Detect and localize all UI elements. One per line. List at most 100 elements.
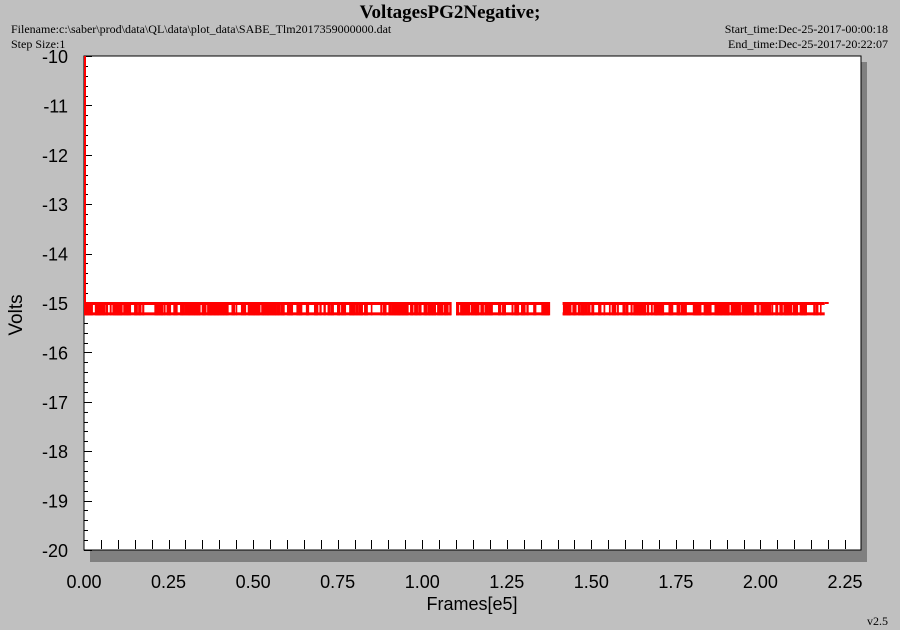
series-toggle (431, 302, 434, 316)
series-toggle (86, 302, 90, 316)
series-toggle (640, 302, 642, 316)
series-toggle (737, 302, 740, 316)
series-toggle (196, 302, 199, 316)
y-tick-label: -10 (42, 47, 68, 67)
series-toggle (481, 302, 484, 316)
series-toggle (353, 302, 356, 316)
series-toggle (166, 302, 170, 316)
x-axis-labels: 0.00 0.25 0.50 0.75 1.00 1.25 1.50 1.75 2.00 2.25 (66, 572, 862, 592)
start-time-label: Start_time:Dec-25-2017-00:00:18 (724, 22, 888, 36)
series-toggle (443, 302, 447, 316)
series-toggle (161, 302, 164, 316)
y-tick-label: -11 (43, 96, 68, 116)
series-toggle (598, 302, 602, 316)
series-toggle (650, 302, 653, 316)
x-tick-label: 0.75 (320, 572, 355, 592)
series-toggle (341, 302, 344, 316)
series-toggle (677, 302, 681, 316)
series-toggle (515, 302, 518, 316)
y-tick-label: -18 (42, 442, 68, 462)
series-toggle (243, 302, 247, 316)
series-toggle (323, 302, 326, 316)
series-toggle (709, 302, 712, 316)
series-toggle (94, 302, 98, 316)
series-toggle (282, 302, 285, 316)
x-axis-title: Frames[e5] (426, 594, 517, 614)
series-toggle (125, 302, 128, 316)
series-toggle (370, 302, 373, 316)
series-toggle (669, 302, 674, 316)
series-toggle (169, 302, 172, 316)
series-toggle (403, 302, 406, 316)
series-toggle (139, 302, 142, 316)
series-toggle (85, 302, 88, 316)
y-tick-label: -20 (42, 541, 68, 561)
series-toggle (706, 302, 709, 316)
series-toggle (788, 302, 793, 316)
series-toggle (98, 302, 101, 316)
y-tick-label: -15 (42, 294, 68, 314)
series-toggle (476, 302, 480, 316)
series-toggle (112, 302, 115, 316)
series-toggle (775, 302, 779, 316)
series-toggle (767, 302, 770, 316)
series-toggle (154, 302, 157, 316)
series-toggle (503, 302, 507, 316)
series-toggle (761, 302, 765, 316)
series-toggle (684, 302, 687, 316)
series-toggle (280, 302, 283, 316)
series-toggle (434, 302, 437, 316)
series-toggle (338, 302, 341, 316)
series-toggle (247, 302, 251, 316)
series-toggle (573, 302, 577, 316)
series-toggle (209, 302, 212, 316)
y-tick-label: -13 (42, 195, 68, 215)
series-toggle (541, 302, 545, 316)
x-tick-label: 1.00 (405, 572, 440, 592)
series-toggle (780, 302, 783, 316)
series-toggle (794, 302, 797, 316)
series-toggle (488, 302, 491, 316)
series-toggle (343, 302, 347, 316)
end-time-label: End_time:Dec-25-2017-20:22:07 (728, 37, 888, 51)
series-toggle (331, 302, 334, 316)
series-toggle (127, 302, 130, 316)
series-toggle (545, 302, 548, 316)
series-toggle (155, 302, 158, 316)
series-toggle (217, 302, 222, 316)
x-axis-ticks (101, 540, 846, 549)
series-toggle (300, 302, 303, 316)
series-toggle (142, 302, 145, 316)
series-toggle (419, 302, 422, 316)
series-toggle (257, 302, 259, 316)
series-toggle (157, 302, 161, 316)
series-toggle (801, 302, 803, 316)
x-tick-label: 0.25 (151, 572, 186, 592)
series-toggle (288, 302, 291, 316)
series-toggle (350, 302, 353, 316)
series-toggle (427, 302, 431, 316)
series-toggle (102, 302, 106, 316)
series-toggle (468, 302, 471, 316)
x-tick-label: 0.00 (66, 572, 101, 592)
series-toggle (181, 302, 184, 316)
series-toggle (428, 302, 431, 316)
series-toggle (299, 302, 301, 316)
series-toggle (189, 302, 192, 316)
series-toggle (815, 302, 819, 316)
series-toggle (235, 302, 238, 316)
series-toggle (384, 302, 387, 316)
series-toggle (223, 302, 227, 316)
series-toggle (365, 302, 368, 316)
series-toggle (522, 302, 526, 316)
series-toggle (511, 302, 514, 316)
series-toggle (138, 302, 141, 316)
series-toggle (186, 302, 190, 316)
series-group (84, 302, 829, 316)
y-tick-label: -19 (42, 492, 68, 512)
series-toggle (400, 302, 403, 316)
series-toggle (216, 302, 220, 316)
series-toggle (258, 302, 261, 316)
series-toggle (226, 302, 229, 316)
series-toggle (274, 302, 277, 316)
